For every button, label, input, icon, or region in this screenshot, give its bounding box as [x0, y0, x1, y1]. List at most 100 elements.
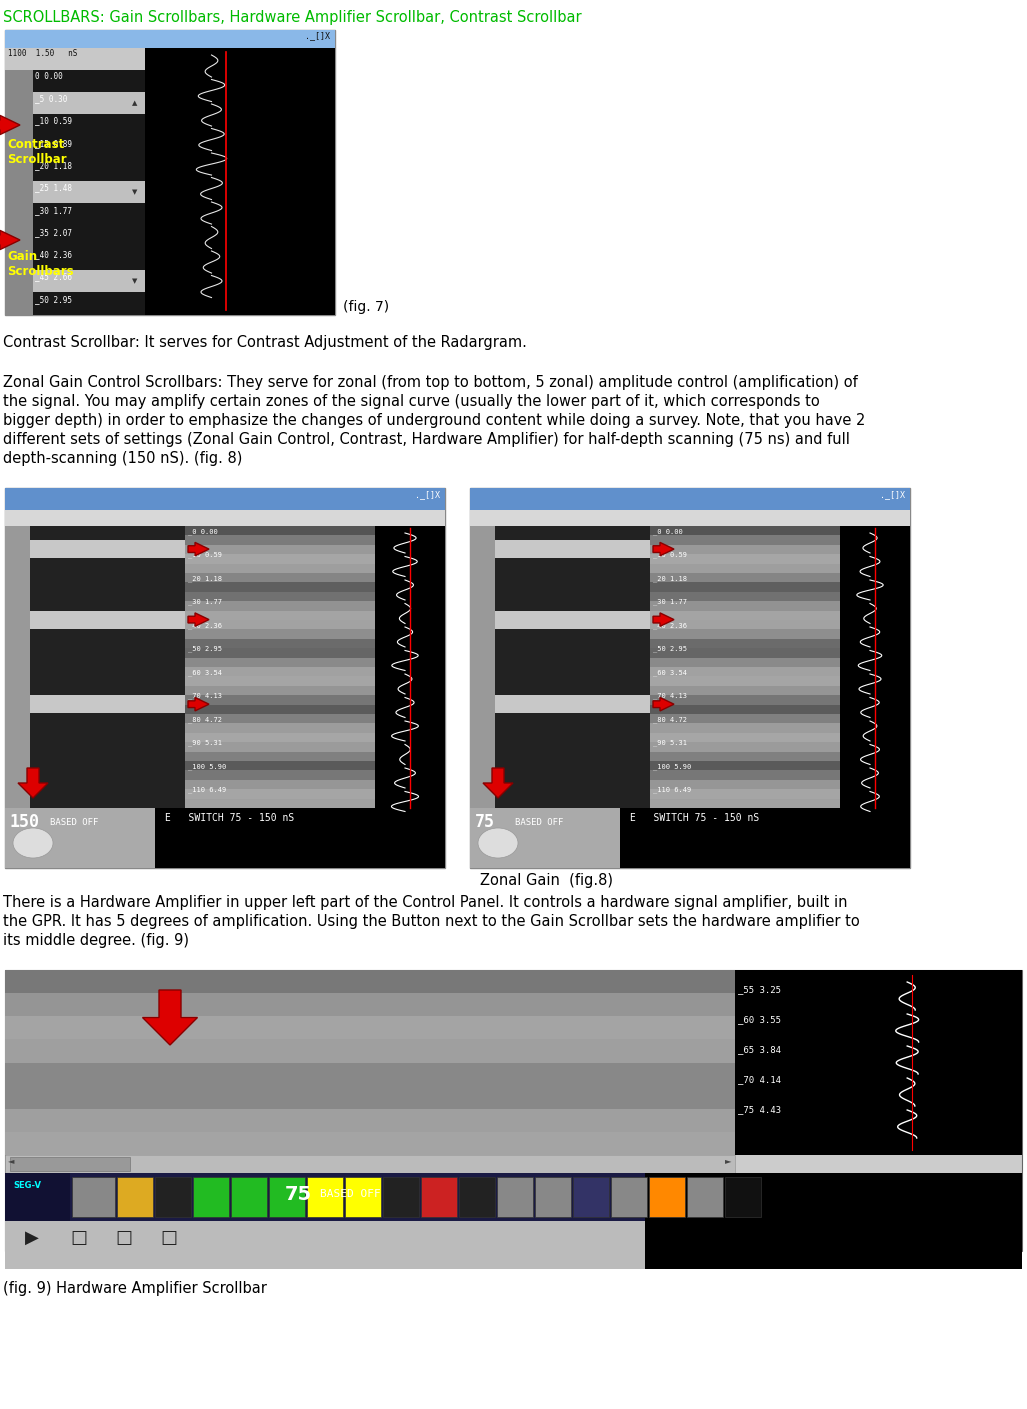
Text: Contrast Scrollbar: It serves for Contrast Adjustment of the Radargram.: Contrast Scrollbar: It serves for Contra… — [3, 335, 527, 349]
Bar — [185, 779, 445, 789]
Bar — [185, 695, 445, 704]
Bar — [5, 1174, 70, 1222]
Bar — [650, 761, 910, 771]
Text: _50 2.95: _50 2.95 — [188, 645, 222, 652]
Bar — [5, 969, 735, 993]
Text: 75: 75 — [286, 1185, 312, 1205]
Bar — [117, 1177, 153, 1217]
Bar — [185, 714, 445, 723]
Bar — [470, 488, 910, 510]
Bar — [155, 807, 445, 868]
Bar — [650, 592, 910, 602]
Text: E   SWITCH 75 - 150 nS: E SWITCH 75 - 150 nS — [165, 813, 295, 823]
Bar — [573, 1177, 609, 1217]
Bar — [185, 704, 445, 714]
Bar — [375, 526, 445, 807]
Bar — [735, 969, 1022, 1155]
Text: ►: ► — [725, 1155, 731, 1165]
Text: _100 5.90: _100 5.90 — [188, 764, 226, 769]
Bar — [650, 743, 910, 751]
Bar — [185, 545, 445, 554]
Ellipse shape — [13, 828, 53, 858]
Bar — [30, 695, 185, 713]
Text: _40 2.36: _40 2.36 — [188, 621, 222, 628]
Bar — [840, 526, 910, 807]
Polygon shape — [653, 613, 674, 627]
Text: _10 0.59: _10 0.59 — [188, 551, 222, 558]
Bar — [5, 1174, 1022, 1222]
Text: _0 0.00: _0 0.00 — [188, 528, 218, 534]
Bar — [5, 48, 145, 70]
Text: _5 0.30: _5 0.30 — [35, 94, 68, 103]
Bar — [620, 807, 910, 868]
Bar — [470, 488, 910, 868]
Bar — [231, 1177, 267, 1217]
Text: ▶: ▶ — [25, 1229, 39, 1247]
Bar — [497, 1177, 533, 1217]
Text: _0 0.00: _0 0.00 — [653, 528, 683, 534]
Bar — [185, 743, 445, 751]
Bar — [185, 733, 445, 743]
Bar — [30, 610, 185, 628]
Text: BASED OFF: BASED OFF — [50, 819, 99, 827]
Polygon shape — [0, 231, 20, 249]
Bar — [185, 564, 445, 573]
Bar — [5, 488, 445, 868]
Text: ▲: ▲ — [132, 100, 138, 107]
Bar — [645, 1174, 1022, 1270]
Text: _25 1.48: _25 1.48 — [35, 183, 72, 193]
Bar — [185, 751, 445, 761]
Bar — [185, 610, 445, 620]
Text: _20 1.18: _20 1.18 — [653, 575, 687, 582]
Polygon shape — [143, 991, 197, 1045]
Text: _110 6.49: _110 6.49 — [653, 786, 691, 793]
Bar — [185, 771, 445, 779]
Text: ._[]X: ._[]X — [305, 31, 330, 39]
Bar — [10, 1157, 130, 1171]
Text: □: □ — [160, 1229, 177, 1247]
Polygon shape — [483, 768, 514, 797]
Polygon shape — [18, 768, 48, 797]
Bar — [650, 751, 910, 761]
Bar — [5, 1016, 735, 1040]
Text: 0 0.00: 0 0.00 — [35, 72, 63, 80]
Text: _70 4.13: _70 4.13 — [188, 692, 222, 699]
Text: ◄: ◄ — [8, 1155, 14, 1165]
Bar — [650, 610, 910, 620]
Bar — [5, 526, 185, 807]
Bar — [459, 1177, 495, 1217]
Text: Contrast
Scrollbar: Contrast Scrollbar — [7, 138, 67, 166]
Bar — [72, 1177, 115, 1217]
Bar — [650, 686, 910, 695]
Text: _100 5.90: _100 5.90 — [653, 764, 691, 769]
Bar — [5, 1040, 735, 1062]
Text: _70 4.13: _70 4.13 — [653, 692, 687, 699]
Text: bigger depth) in order to emphasize the changes of underground content while doi: bigger depth) in order to emphasize the … — [3, 413, 866, 428]
Text: _60 3.54: _60 3.54 — [653, 669, 687, 676]
Bar — [650, 630, 910, 638]
Bar — [5, 1222, 1022, 1270]
Text: _90 5.31: _90 5.31 — [188, 740, 222, 747]
Bar — [495, 540, 650, 558]
Bar — [421, 1177, 457, 1217]
Bar — [33, 92, 145, 114]
Bar — [470, 807, 910, 868]
Text: Zonal Gain Control Scrollbars: They serve for zonal (from top to bottom, 5 zonal: Zonal Gain Control Scrollbars: They serv… — [3, 375, 858, 390]
Bar — [650, 545, 910, 554]
Text: _90 5.31: _90 5.31 — [653, 740, 687, 747]
Text: BASED OFF: BASED OFF — [320, 1189, 381, 1199]
Bar — [650, 695, 910, 704]
Bar — [185, 620, 445, 630]
Text: its middle degree. (fig. 9): its middle degree. (fig. 9) — [3, 933, 189, 948]
Polygon shape — [188, 697, 210, 712]
Text: Gain
Scrollbars: Gain Scrollbars — [7, 249, 74, 278]
Text: BASED OFF: BASED OFF — [515, 819, 564, 827]
Text: There is a Hardware Amplifier in upper left part of the Control Panel. It contro: There is a Hardware Amplifier in upper l… — [3, 895, 847, 910]
Bar — [5, 969, 735, 1155]
Text: _50 2.95: _50 2.95 — [35, 294, 72, 304]
Bar — [5, 969, 1022, 1251]
Bar — [650, 704, 910, 714]
Bar — [33, 182, 145, 203]
Text: different sets of settings (Zonal Gain Control, Contrast, Hardware Amplifier) fo: different sets of settings (Zonal Gain C… — [3, 433, 850, 447]
Bar — [185, 526, 445, 807]
